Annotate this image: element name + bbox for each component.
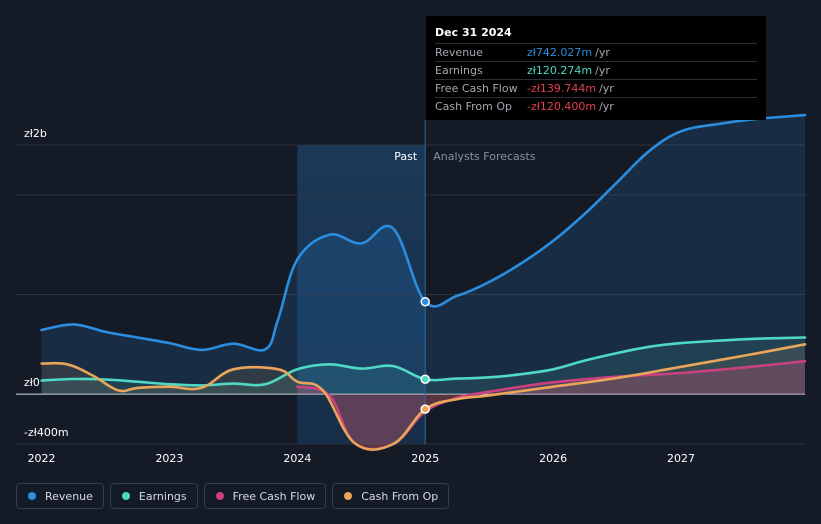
legend-item-earnings[interactable]: Earnings [109,483,198,509]
tooltip-label: Earnings [435,64,483,77]
marker-earnings [420,374,430,384]
legend-item-cash-from-op[interactable]: Cash From Op [332,483,450,509]
tooltip-unit: /yr [599,100,614,113]
tooltip-row-cash-from-op: Cash From Op -zł120.400m /yr [435,97,757,115]
tooltip-label: Cash From Op [435,100,513,113]
x-tick-label: 2025 [411,452,439,465]
marker-revenue [420,296,430,307]
tooltip-row-earnings: Earnings zł120.274m /yr [435,61,757,79]
tooltip-value: -zł139.744m [527,82,597,95]
area-revenue [41,115,806,395]
tooltip-label: Free Cash Flow [435,82,518,95]
y-axis-label: zł0 [24,376,40,389]
legend-label: Revenue [45,489,93,503]
forecast-label: Analysts Forecasts [433,150,536,163]
legend-dot-icon [344,492,353,500]
x-tick-label: 2026 [539,452,567,465]
legend-dot-icon [121,492,130,500]
gridlines [16,144,805,445]
x-tick-label: 2022 [28,452,56,465]
x-tick-label: 2024 [283,452,311,465]
tooltip-unit: /yr [595,64,610,77]
legend-dot-icon [215,492,224,500]
area-free-cash-flow [297,361,805,450]
legend-dot-icon [28,492,36,500]
x-tick-label: 2023 [155,452,183,465]
legend-item-revenue[interactable]: Revenue [16,483,104,509]
tooltip-label: Revenue [435,46,483,59]
tooltip-row-free-cash-flow: Free Cash Flow -zł139.744m /yr [435,79,757,97]
tooltip-date: Dec 31 2024 [435,26,512,39]
legend-label: Cash From Op [361,489,439,503]
tooltip-value: zł120.274m [527,64,593,77]
series-line-earnings [40,336,807,387]
legend-label: Free Cash Flow [232,489,316,503]
area-earnings [41,337,806,395]
series-line-cash-from-op [40,343,807,451]
tooltip-unit: /yr [595,46,610,59]
tooltip-value: zł742.027m [527,46,593,59]
past-label: Past [394,150,418,163]
legend-label: Earnings [138,489,187,503]
x-tick-label: 2027 [667,452,695,465]
y-axis-label: -zł400m [24,426,69,439]
tooltip: Dec 31 2024 Revenue zł742.027m /yr Earni… [426,16,766,120]
tooltip-row-revenue: Revenue zł742.027m /yr [435,43,757,61]
legend-item-free-cash-flow[interactable]: Free Cash Flow [203,483,327,509]
series-line-revenue [40,113,807,352]
y-axis-label: zł2b [24,127,47,140]
marker-cash-from-op [420,404,430,414]
legend: Revenue Earnings Free Cash Flow Cash Fro… [16,483,450,509]
tooltip-unit: /yr [599,82,614,95]
tooltip-value: -zł120.400m [527,100,597,113]
